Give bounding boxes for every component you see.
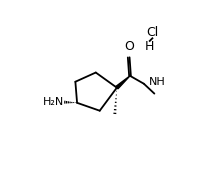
Text: O: O xyxy=(124,40,134,53)
Text: H: H xyxy=(145,40,154,53)
Polygon shape xyxy=(116,76,130,89)
Text: H₂N: H₂N xyxy=(42,97,64,107)
Text: Cl: Cl xyxy=(146,26,159,39)
Text: NH: NH xyxy=(149,77,165,87)
